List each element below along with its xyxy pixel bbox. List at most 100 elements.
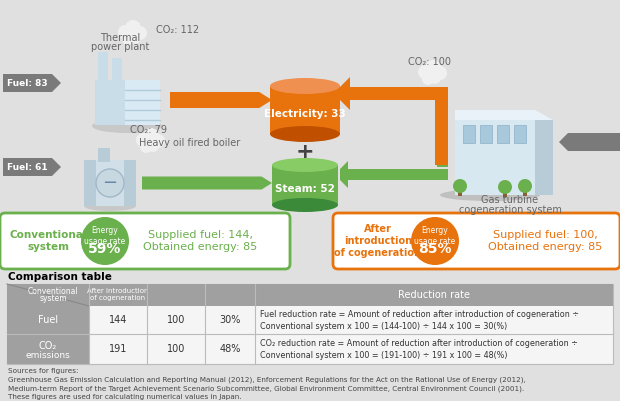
Circle shape	[453, 179, 467, 193]
Bar	[7, 334, 89, 364]
Text: system: system	[39, 294, 67, 304]
Text: CO₂: CO₂	[39, 341, 57, 351]
Text: 48%: 48%	[219, 344, 241, 354]
Text: of cogeneration: of cogeneration	[91, 295, 146, 301]
Bar	[7, 306, 89, 334]
Text: cogeneration system: cogeneration system	[459, 205, 562, 215]
Ellipse shape	[270, 78, 340, 94]
Text: 191: 191	[109, 344, 127, 354]
Text: 100: 100	[167, 344, 185, 354]
Circle shape	[143, 128, 159, 144]
Circle shape	[133, 26, 147, 40]
Circle shape	[129, 32, 141, 44]
Text: 30%: 30%	[219, 315, 241, 325]
Text: Energy
usage rate: Energy usage rate	[84, 226, 126, 246]
Polygon shape	[3, 74, 61, 92]
Circle shape	[422, 73, 434, 85]
Circle shape	[425, 60, 441, 76]
Text: Comparison table: Comparison table	[8, 272, 112, 282]
Ellipse shape	[272, 198, 338, 212]
Circle shape	[140, 141, 152, 153]
Bar	[463, 125, 475, 143]
Bar	[84, 160, 136, 206]
Circle shape	[118, 25, 132, 39]
Text: Sources for figures:
Greenhouse Gas Emission Calculation and Reporting Manual (2: Sources for figures: Greenhouse Gas Emis…	[8, 368, 526, 401]
Bar	[458, 190, 462, 196]
Text: CO₂ reduction rate = Amount of reduction after introduction of cogeneration ÷: CO₂ reduction rate = Amount of reduction…	[260, 338, 578, 348]
Bar	[96, 160, 124, 206]
Text: Electricity: 33: Electricity: 33	[264, 109, 346, 119]
Circle shape	[125, 20, 141, 36]
Ellipse shape	[84, 201, 136, 211]
Bar	[270, 86, 340, 134]
FancyBboxPatch shape	[333, 213, 620, 269]
Circle shape	[147, 140, 159, 152]
Polygon shape	[3, 158, 61, 176]
Text: Fuel: 61: Fuel: 61	[7, 162, 48, 172]
Text: power plant: power plant	[91, 42, 149, 52]
Bar	[437, 165, 448, 167]
Text: +: +	[296, 142, 314, 162]
Bar	[523, 190, 527, 196]
Text: Thermal: Thermal	[100, 33, 140, 43]
Circle shape	[418, 65, 432, 79]
Text: Conventional
system: Conventional system	[9, 230, 87, 252]
Circle shape	[96, 169, 124, 197]
Bar	[125, 80, 160, 125]
Text: 59%: 59%	[88, 242, 122, 256]
Circle shape	[122, 33, 134, 45]
Bar	[7, 284, 613, 364]
Text: CO₂: 100: CO₂: 100	[409, 57, 451, 67]
Bar	[98, 148, 110, 162]
Text: Fuel reduction rate = Amount of reduction after introduction of cogeneration ÷: Fuel reduction rate = Amount of reductio…	[260, 310, 579, 319]
Bar	[7, 284, 613, 306]
Text: 144: 144	[109, 315, 127, 325]
Text: 100: 100	[167, 315, 185, 325]
Text: Supplied fuel: 144,
Obtained energy: 85: Supplied fuel: 144, Obtained energy: 85	[143, 230, 257, 252]
Polygon shape	[170, 92, 272, 108]
Bar	[340, 169, 448, 180]
Circle shape	[518, 179, 532, 193]
Bar	[435, 87, 448, 165]
Text: Conventional system x 100 = (191-100) ÷ 191 x 100 = 48(%): Conventional system x 100 = (191-100) ÷ …	[260, 351, 508, 360]
Text: Steam: 52: Steam: 52	[275, 184, 335, 194]
Ellipse shape	[272, 158, 338, 172]
Circle shape	[81, 217, 129, 265]
Text: emissions: emissions	[25, 350, 71, 360]
Text: After
introduction
of cogeneration: After introduction of cogeneration	[335, 225, 422, 257]
Bar	[272, 165, 338, 205]
Bar	[503, 191, 507, 197]
Text: CO₂: 112: CO₂: 112	[156, 25, 200, 35]
Bar	[497, 125, 509, 143]
Text: After introduction: After introduction	[87, 288, 149, 294]
Bar	[455, 110, 535, 195]
Text: Fuel: 83: Fuel: 83	[7, 79, 48, 87]
Text: Conventional: Conventional	[28, 287, 78, 296]
Bar	[95, 80, 160, 125]
Circle shape	[429, 72, 441, 84]
Text: Conventional system x 100 = (144-100) ÷ 144 x 100 = 30(%): Conventional system x 100 = (144-100) ÷ …	[260, 322, 507, 331]
Bar	[340, 87, 445, 100]
Text: CO₂: 79: CO₂: 79	[130, 125, 167, 135]
Bar	[535, 120, 553, 195]
Text: Supplied fuel: 100,
Obtained energy: 85: Supplied fuel: 100, Obtained energy: 85	[488, 230, 602, 252]
Ellipse shape	[440, 189, 540, 201]
Bar	[98, 52, 108, 82]
FancyBboxPatch shape	[0, 213, 290, 269]
Circle shape	[433, 66, 447, 80]
Text: Heavy oil fired boiler: Heavy oil fired boiler	[140, 138, 241, 148]
Ellipse shape	[92, 119, 162, 133]
Text: 85%: 85%	[418, 242, 452, 256]
Bar	[514, 125, 526, 143]
Circle shape	[151, 134, 165, 148]
Circle shape	[136, 133, 150, 147]
Text: Fuel: Fuel	[38, 315, 58, 325]
Text: Reduction rate: Reduction rate	[398, 290, 470, 300]
Text: Gas turbine: Gas turbine	[482, 195, 539, 205]
Ellipse shape	[270, 126, 340, 142]
Circle shape	[498, 180, 512, 194]
Polygon shape	[455, 110, 553, 120]
Polygon shape	[142, 176, 272, 190]
Bar	[480, 125, 492, 143]
Polygon shape	[340, 161, 348, 188]
